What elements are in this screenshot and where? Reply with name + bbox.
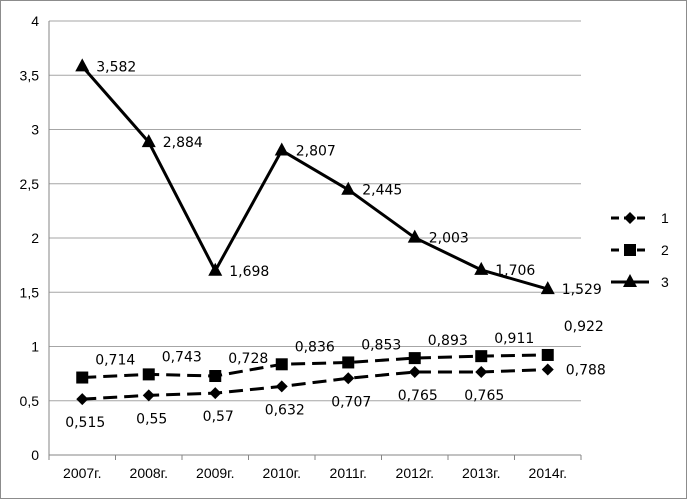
series-1-data-label-7: 0,788 [566,363,606,379]
series-1-point-1 [142,389,155,402]
series-3-data-label-3: 2,807 [296,143,336,159]
series-1-point-3 [275,380,288,393]
legend-label-3: 3 [661,274,669,290]
series [75,58,555,406]
legend-label-1: 1 [661,210,669,226]
series-1-data-label-0: 0,515 [65,415,105,431]
y-tick-label-1: 0,5 [20,393,40,409]
x-tick-label-7: 2014г. [529,465,567,481]
series-2-data-label-3: 0,836 [295,339,335,355]
series-2-line [82,353,548,380]
series-2-data-label-5: 0,893 [428,333,468,349]
y-tick-label-5: 2,5 [20,176,40,192]
series-1-point-4 [342,372,355,385]
series-1-data-label-4: 0,707 [331,394,371,410]
series-3-data-label-5: 2,003 [429,231,469,247]
series-3-data-label-2: 1,698 [229,264,269,280]
series-2-data-label-6: 0,911 [494,331,534,347]
series-2-data-label-2: 0,728 [228,351,268,367]
legend-marker-3 [623,274,637,287]
series-2-point-7 [541,348,554,361]
series-1-point-5 [408,365,421,378]
series-1-data-label-1: 0,55 [136,411,167,427]
series-1-point-2 [209,387,222,400]
legend-label-2: 2 [661,242,669,258]
series-3-point-3 [274,142,289,156]
y-tick-label-4: 2 [31,230,39,246]
series-2-point-6 [475,350,488,363]
y-tick-label-7: 3,5 [20,67,40,83]
y-tick-labels: 0 0,5 1 1,5 2 2,5 3 3,5 4 [20,13,40,463]
x-tick-label-6: 2013г. [462,465,500,481]
y-tick-label-3: 1,5 [20,284,40,300]
x-tick-label-0: 2007г. [63,465,101,481]
series-3-line [81,65,549,291]
series-2-data-label-4: 0,853 [361,337,401,353]
x-tick-label-3: 2010г. [263,465,301,481]
series-2-data-label-1: 0,743 [162,349,202,365]
y-tick-label-6: 3 [31,122,39,138]
series-2-point-2 [209,370,222,383]
series-3-data-label-4: 2,445 [362,183,402,199]
series-1-data-label-6: 0,765 [464,388,504,404]
data-labels: 0,515 0,55 0,57 0,632 0,707 0,765 0,765 0,788 0,… [65,59,606,431]
series-2-point-0 [76,371,89,384]
series-1-data-label-3: 0,632 [265,402,305,418]
series-3-point-4 [341,181,356,195]
series-3-data-label-7: 1,529 [562,282,602,298]
x-tick-label-1: 2008г. [130,465,168,481]
x-tick-label-5: 2012г. [396,465,434,481]
series-3-data-label-6: 1,706 [495,263,535,279]
x-tick-labels: 2007г. 2008г. 2009г. 2010г. 2011г. 2012г. 2013… [63,465,567,481]
series-2-data-label-7: 0,922 [564,319,604,335]
y-tick-label-2: 1 [31,339,39,355]
series-3-data-label-0: 3,582 [96,59,136,75]
series-1-data-label-5: 0,765 [398,388,438,404]
series-3-point-5 [407,229,422,243]
x-tick-label-2: 2009г. [196,465,234,481]
series-3-data-label-1: 2,884 [163,135,203,151]
series-2-point-3 [275,358,288,371]
series-3-point-2 [208,262,223,276]
y-tick-label-0: 0 [31,447,39,463]
series-2-point-5 [408,352,421,365]
x-tick-label-4: 2011г. [330,465,367,481]
legend-marker-2 [624,244,636,256]
series-1-point-7 [541,363,554,376]
series-3-point-1 [141,134,156,148]
legend-marker-1 [624,212,636,224]
series-2-data-label-0: 0,714 [95,353,135,369]
series-1-line [82,368,548,401]
series-3-point-6 [474,261,489,275]
series-2-point-1 [142,368,155,381]
series-1-point-0 [76,393,89,406]
y-tick-label-8: 4 [31,13,39,29]
series-3-point-0 [75,58,90,72]
series-2-point-4 [342,356,355,369]
series-1-point-6 [475,365,488,378]
legend: 1 2 3 [611,210,669,290]
axes [48,21,582,460]
series-3-point-7 [540,281,555,295]
series-1-data-label-2: 0,57 [203,409,234,425]
